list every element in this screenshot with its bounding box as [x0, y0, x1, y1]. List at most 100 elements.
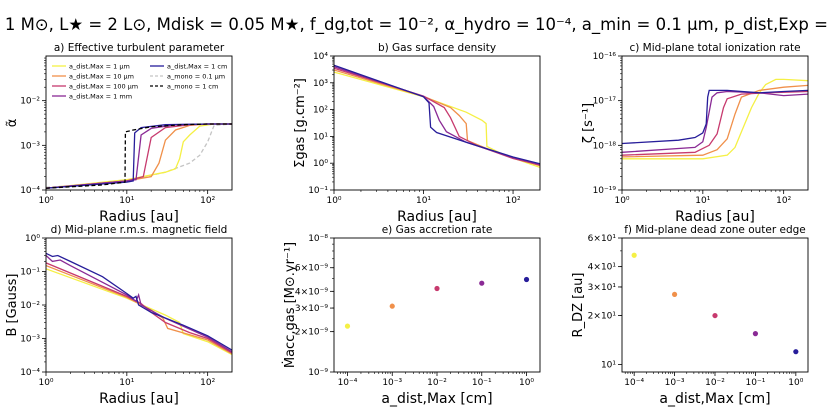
panel-a-title: a) Effective turbulent parameter — [54, 42, 225, 54]
panel-e: e) Gas accretion rate 10⁻⁴ 10⁻³ 10⁻² 10⁻¹ 10⁰… — [282, 224, 541, 407]
panel-d-xtick-label: 10² — [200, 378, 215, 388]
panel-b-xtick-label: 10⁰ — [326, 196, 341, 206]
series-line-1cm — [46, 252, 232, 351]
panel-a-ylabel: α̃ — [5, 119, 20, 128]
panel-b-ylabel: Σgas [g.cm⁻²] — [293, 78, 308, 168]
panel-e-xtick-label: 10⁻³ — [382, 378, 402, 388]
panel-f-ylabel: R_DZ [au] — [571, 273, 586, 338]
panel-d-title: d) Mid-plane r.m.s. magnetic field — [51, 224, 228, 236]
panel-c-xtick-label: 10² — [776, 196, 791, 206]
panel-f-xtick-label: 10⁻² — [705, 378, 725, 388]
series-line-1mm — [622, 90, 808, 153]
panel-f-ytick-label: 10¹ — [601, 361, 616, 371]
series-line-1mm — [334, 66, 540, 166]
panel-e-ytick-label: 6×10⁻⁹ — [295, 264, 328, 274]
data-point-10um — [389, 303, 395, 309]
panel-a-xtick-label: 10⁰ — [38, 196, 53, 206]
panel-b-ytick-label: 10² — [313, 106, 328, 116]
series-line-100um — [46, 262, 232, 354]
panel-d-ytick-label: 10⁻² — [20, 301, 40, 311]
panel-d-ytick-label: 10⁰ — [25, 234, 40, 244]
legend-label-1um: a_dist,Max = 1 μm — [69, 63, 130, 71]
panel-d-xtick-label: 10⁰ — [38, 378, 53, 388]
data-point-1mm — [752, 331, 759, 337]
panel-c-plot — [622, 78, 808, 160]
panel-a-plot — [46, 123, 232, 189]
panel-e-ytick-label: 10⁻⁹ — [308, 368, 328, 378]
panel-e-ytick-label: 2×10⁻⁹ — [295, 328, 328, 338]
panel-a-xtick-label: 10¹ — [119, 196, 134, 206]
data-point-100um — [712, 312, 718, 319]
figure-title: M★ = 1 M⊙, L★ = 2 L⊙, Mdisk = 0.05 M★, f… — [0, 15, 830, 35]
series-line-1um — [334, 71, 540, 169]
panel-d-xtick-label: 10¹ — [119, 378, 134, 388]
panel-e-xtick-label: 10⁰ — [519, 378, 534, 388]
panel-f-xtick-label: 10⁰ — [788, 378, 803, 388]
panel-c-title: c) Mid-plane total ionization rate — [629, 42, 800, 54]
panel-e-plot — [344, 276, 530, 329]
panel-e-ytick-label: 10⁻⁸ — [308, 234, 328, 244]
panel-d-frame — [45, 237, 233, 373]
panel-f-title: f) Mid-plane dead zone outer edge — [624, 224, 806, 236]
panel-f-ytick-label: 2×10¹ — [588, 312, 617, 322]
panel-e-ytick-label: 3×10⁻⁹ — [295, 304, 328, 314]
panel-f-plot — [631, 252, 799, 355]
panel-a-ytick-label: 10⁻⁴ — [20, 186, 40, 196]
series-line-1cm — [334, 64, 540, 165]
series-line-1um — [46, 268, 232, 356]
panel-b-ytick-label: 10⁴ — [313, 52, 328, 62]
panel-f-xtick-label: 10⁻³ — [665, 378, 685, 388]
panel-b-ytick-label: 10⁻¹ — [308, 186, 328, 196]
panel-e-xlabel: a_dist,Max [cm] — [381, 391, 492, 407]
panel-a-ytick-label: 10⁻³ — [20, 141, 40, 151]
panel-a-xlabel: Radius [au] — [99, 209, 179, 225]
panel-d-ytick-label: 10⁻⁴ — [20, 368, 40, 378]
panel-c-ytick-label: 10⁻¹⁸ — [593, 141, 617, 151]
panel-b-xtick-label: 10² — [506, 196, 521, 206]
panel-e-ylabel: Ṁacc,gas [M⊙.yr⁻¹] — [282, 242, 298, 368]
panel-f-xtick-label: 10⁻¹ — [746, 378, 766, 388]
legend-label-mono1cm: a_mono = 1 cm — [167, 83, 218, 91]
panel-b-ytick-label: 10³ — [313, 79, 328, 89]
panel-f-ytick-label: 6×10¹ — [588, 234, 617, 244]
panel-e-frame — [333, 237, 541, 373]
data-point-1um — [344, 323, 351, 329]
data-point-1um — [631, 252, 637, 258]
legend-label-10um: a_dist,Max = 10 μm — [69, 73, 134, 81]
series-line-mono1cm — [46, 123, 232, 189]
panel-e-xtick-label: 10⁻¹ — [472, 378, 492, 388]
data-point-10um — [671, 291, 678, 298]
panel-c-ylabel: ζ [s⁻¹] — [581, 103, 596, 143]
data-point-100um — [434, 285, 440, 292]
panel-b-xlabel: Radius [au] — [397, 209, 477, 225]
series-line-10um — [46, 264, 232, 355]
legend-label-1mm: a_dist,Max = 1 mm — [69, 93, 132, 101]
panel-b-xtick-label: 10¹ — [416, 196, 431, 206]
legend: a_dist,Max = 1 μm a_dist,Max = 10 μm a_dis… — [52, 63, 227, 101]
panel-e-xtick-label: 10⁻⁴ — [338, 378, 358, 388]
panel-a: a) Effective turbulent parameter 10⁰ 10¹ 10… — [5, 42, 233, 225]
series-line-1cm — [622, 89, 808, 145]
series-line-10um — [622, 84, 808, 158]
panel-f-ytick-label: 3×10¹ — [588, 283, 617, 293]
panel-b-plot — [334, 64, 540, 169]
panel-c-ytick-label: 10⁻¹⁶ — [593, 52, 617, 62]
data-point-1cm — [793, 349, 799, 355]
panel-c: c) Mid-plane total ionization rate 10⁰ 10¹… — [581, 42, 809, 225]
panel-a-frame — [45, 55, 233, 191]
panel-c-ytick-label: 10⁻¹⁷ — [593, 97, 617, 107]
panel-d-xlabel: Radius [au] — [99, 391, 179, 407]
panel-e-ytick-label: 4×10⁻⁹ — [295, 287, 328, 297]
panel-c-xtick-label: 10¹ — [695, 196, 710, 206]
series-line-1mm — [46, 255, 232, 353]
panel-f: f) Mid-plane dead zone outer edge 10⁻⁴ 10⁻… — [571, 224, 809, 407]
legend-label-1cm: a_dist,Max = 1 cm — [167, 63, 227, 71]
panel-f-xtick-label: 10⁻⁴ — [624, 378, 644, 388]
panel-d-ytick-label: 10⁻³ — [20, 335, 40, 345]
data-point-1cm — [523, 276, 530, 283]
panel-b-ytick-label: 10⁰ — [313, 159, 328, 169]
panel-c-ytick-label: 10⁻¹⁹ — [593, 186, 617, 196]
series-line-100um — [622, 90, 808, 156]
legend-label-100um: a_dist,Max = 100 μm — [69, 83, 138, 91]
